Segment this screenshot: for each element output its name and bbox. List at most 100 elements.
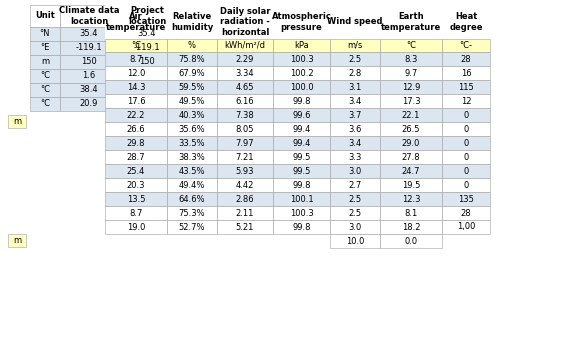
Text: Climate data
location: Climate data location — [59, 6, 119, 26]
Text: 33.5%: 33.5% — [178, 139, 205, 148]
Bar — [330, 178, 380, 192]
Bar — [167, 94, 217, 108]
Text: 7.38: 7.38 — [235, 111, 254, 120]
Text: 150: 150 — [139, 58, 155, 67]
Bar — [330, 52, 380, 66]
Text: 43.5%: 43.5% — [179, 166, 205, 175]
Text: 29.8: 29.8 — [127, 139, 145, 148]
Text: 0.0: 0.0 — [405, 237, 418, 246]
Bar — [380, 164, 442, 178]
Text: 17.3: 17.3 — [402, 96, 420, 105]
Bar — [380, 192, 442, 206]
Text: 3.0: 3.0 — [348, 222, 361, 231]
Bar — [217, 94, 273, 108]
Bar — [105, 108, 167, 122]
Text: 12.3: 12.3 — [402, 194, 420, 203]
Text: 99.6: 99.6 — [292, 111, 311, 120]
Bar — [167, 52, 217, 66]
Bar — [118, 55, 176, 69]
Text: 3.3: 3.3 — [348, 153, 362, 162]
Text: 1,00: 1,00 — [457, 222, 475, 231]
Bar — [442, 192, 490, 206]
Text: 2.8: 2.8 — [348, 68, 361, 77]
Text: 75.8%: 75.8% — [178, 54, 205, 63]
Text: °C-: °C- — [459, 41, 473, 50]
Bar — [380, 80, 442, 94]
Text: 59.5%: 59.5% — [179, 82, 205, 91]
Text: 38.4: 38.4 — [80, 85, 98, 94]
Bar — [330, 164, 380, 178]
Bar — [105, 122, 167, 136]
Bar — [442, 94, 490, 108]
Bar — [442, 122, 490, 136]
Bar — [273, 52, 330, 66]
Bar — [167, 220, 217, 234]
Text: kWh/m²/d: kWh/m²/d — [225, 41, 266, 50]
Bar — [217, 150, 273, 164]
Bar — [380, 136, 442, 150]
Text: 22.1: 22.1 — [402, 111, 420, 120]
Bar — [60, 27, 118, 41]
Bar — [118, 97, 176, 111]
Text: kPa: kPa — [294, 41, 309, 50]
Bar — [8, 115, 26, 128]
Text: 3.0: 3.0 — [348, 166, 361, 175]
Bar — [442, 52, 490, 66]
Text: 2.86: 2.86 — [235, 194, 254, 203]
Bar — [167, 39, 217, 52]
Text: m/s: m/s — [347, 41, 363, 50]
Bar — [118, 83, 176, 97]
Bar — [330, 5, 380, 39]
Text: 9.7: 9.7 — [404, 68, 418, 77]
Bar — [273, 80, 330, 94]
Text: 0: 0 — [463, 111, 469, 120]
Text: 52.7%: 52.7% — [179, 222, 205, 231]
Text: 2.11: 2.11 — [236, 208, 254, 217]
Bar — [217, 80, 273, 94]
Text: Unit: Unit — [35, 12, 55, 21]
Text: 3.4: 3.4 — [348, 96, 361, 105]
Text: Air
temperature: Air temperature — [106, 12, 166, 32]
Bar — [217, 164, 273, 178]
Bar — [167, 80, 217, 94]
Bar — [167, 122, 217, 136]
Text: 20.3: 20.3 — [127, 180, 145, 189]
Text: °E: °E — [40, 44, 50, 53]
Bar — [380, 178, 442, 192]
Text: 28.7: 28.7 — [127, 153, 145, 162]
Text: 19.0: 19.0 — [127, 222, 145, 231]
Bar — [167, 192, 217, 206]
Text: 49.5%: 49.5% — [179, 96, 205, 105]
Bar — [167, 5, 217, 39]
Text: 8.05: 8.05 — [236, 125, 254, 134]
Bar — [8, 234, 26, 247]
Bar — [330, 94, 380, 108]
Text: °C: °C — [131, 41, 141, 50]
Bar — [273, 150, 330, 164]
Text: 150: 150 — [81, 58, 97, 67]
Text: 99.5: 99.5 — [292, 153, 311, 162]
Bar — [273, 220, 330, 234]
Bar — [330, 220, 380, 234]
Text: 25.4: 25.4 — [127, 166, 145, 175]
Text: 28: 28 — [461, 208, 471, 217]
Text: 2.5: 2.5 — [348, 208, 361, 217]
Bar — [217, 178, 273, 192]
Bar — [217, 220, 273, 234]
Text: 26.5: 26.5 — [402, 125, 420, 134]
Bar — [167, 150, 217, 164]
Bar — [330, 192, 380, 206]
Bar — [273, 122, 330, 136]
Bar — [167, 206, 217, 220]
Text: 18.2: 18.2 — [402, 222, 420, 231]
Bar — [105, 164, 167, 178]
Text: 17.6: 17.6 — [127, 96, 145, 105]
Bar — [273, 94, 330, 108]
Text: 3.1: 3.1 — [348, 82, 361, 91]
Bar — [330, 136, 380, 150]
Text: 100.0: 100.0 — [290, 82, 314, 91]
Text: 75.3%: 75.3% — [178, 208, 205, 217]
Text: %: % — [188, 41, 196, 50]
Bar — [118, 27, 176, 41]
Bar — [105, 150, 167, 164]
